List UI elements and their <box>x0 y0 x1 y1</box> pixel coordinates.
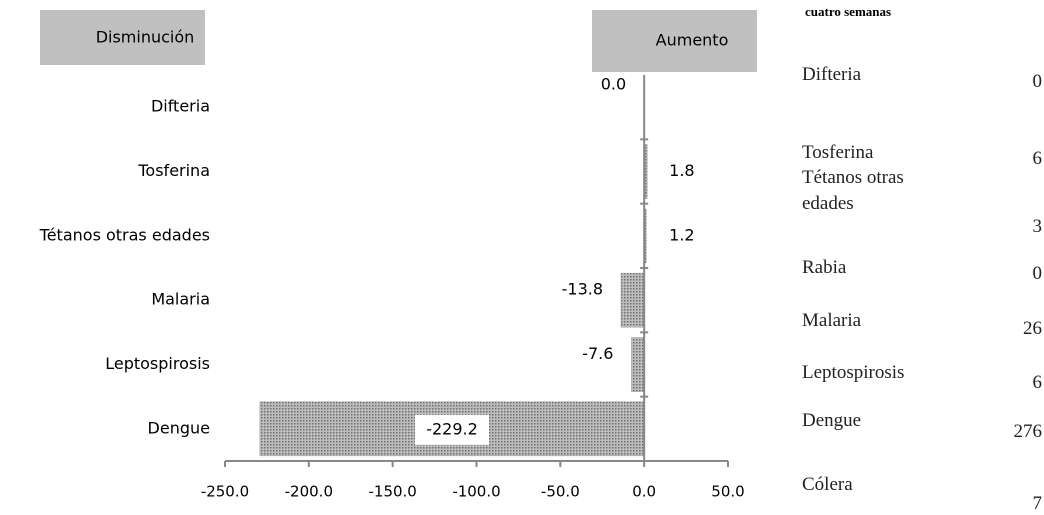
value-label: 0.0 <box>601 75 626 94</box>
row-value: 3 <box>1032 216 1043 237</box>
header-box <box>592 10 757 72</box>
value-label: -7.6 <box>582 344 613 363</box>
row-name: Dengue <box>802 410 862 431</box>
value-label: -229.2 <box>426 419 478 438</box>
row-name: Tétanos otras edades <box>802 167 904 214</box>
header-label: Disminución <box>96 28 195 47</box>
x-tick-label: -200.0 <box>285 483 333 501</box>
row-value: 276 <box>1013 421 1043 442</box>
x-tick-label: -100.0 <box>452 483 500 501</box>
row-name: Leptospirosis <box>802 362 905 383</box>
y-tick-label: Leptospirosis <box>105 354 210 373</box>
bar <box>631 337 645 392</box>
value-label: 1.2 <box>669 225 694 244</box>
row-name: Tosferina <box>802 142 874 163</box>
row-name: Rabia <box>802 257 847 278</box>
row-value: 6 <box>1032 148 1043 169</box>
row-name: Cólera <box>802 474 853 495</box>
row-value: 7 <box>1032 493 1043 514</box>
x-tick-label: 0.0 <box>632 483 656 501</box>
bar <box>620 272 645 328</box>
row-name: Difteria <box>802 64 862 85</box>
x-tick-label: -50.0 <box>541 483 580 501</box>
y-tick-label: Dengue <box>148 418 210 437</box>
value-label-box <box>415 414 490 445</box>
value-label: 1.8 <box>669 161 694 180</box>
x-tick-label: -150.0 <box>368 483 416 501</box>
y-tick-label: Tosferina <box>137 161 210 180</box>
row-value: 6 <box>1032 372 1043 393</box>
x-tick-label: 50.0 <box>711 483 744 501</box>
table-title: cuatro semanas <box>805 4 892 19</box>
value-label: -13.8 <box>562 280 603 299</box>
y-tick-label: Difteria <box>151 97 210 116</box>
y-tick-label: Tétanos otras edades <box>39 225 210 244</box>
y-tick-label: Malaria <box>151 290 210 309</box>
row-name: Malaria <box>802 310 862 331</box>
row-value: 0 <box>1032 263 1043 284</box>
header-box <box>40 10 205 65</box>
header-label: Aumento <box>656 31 729 50</box>
x-tick-label: -250.0 <box>201 483 249 501</box>
row-value: 26 <box>1023 318 1042 339</box>
row-value: 0 <box>1032 71 1043 92</box>
